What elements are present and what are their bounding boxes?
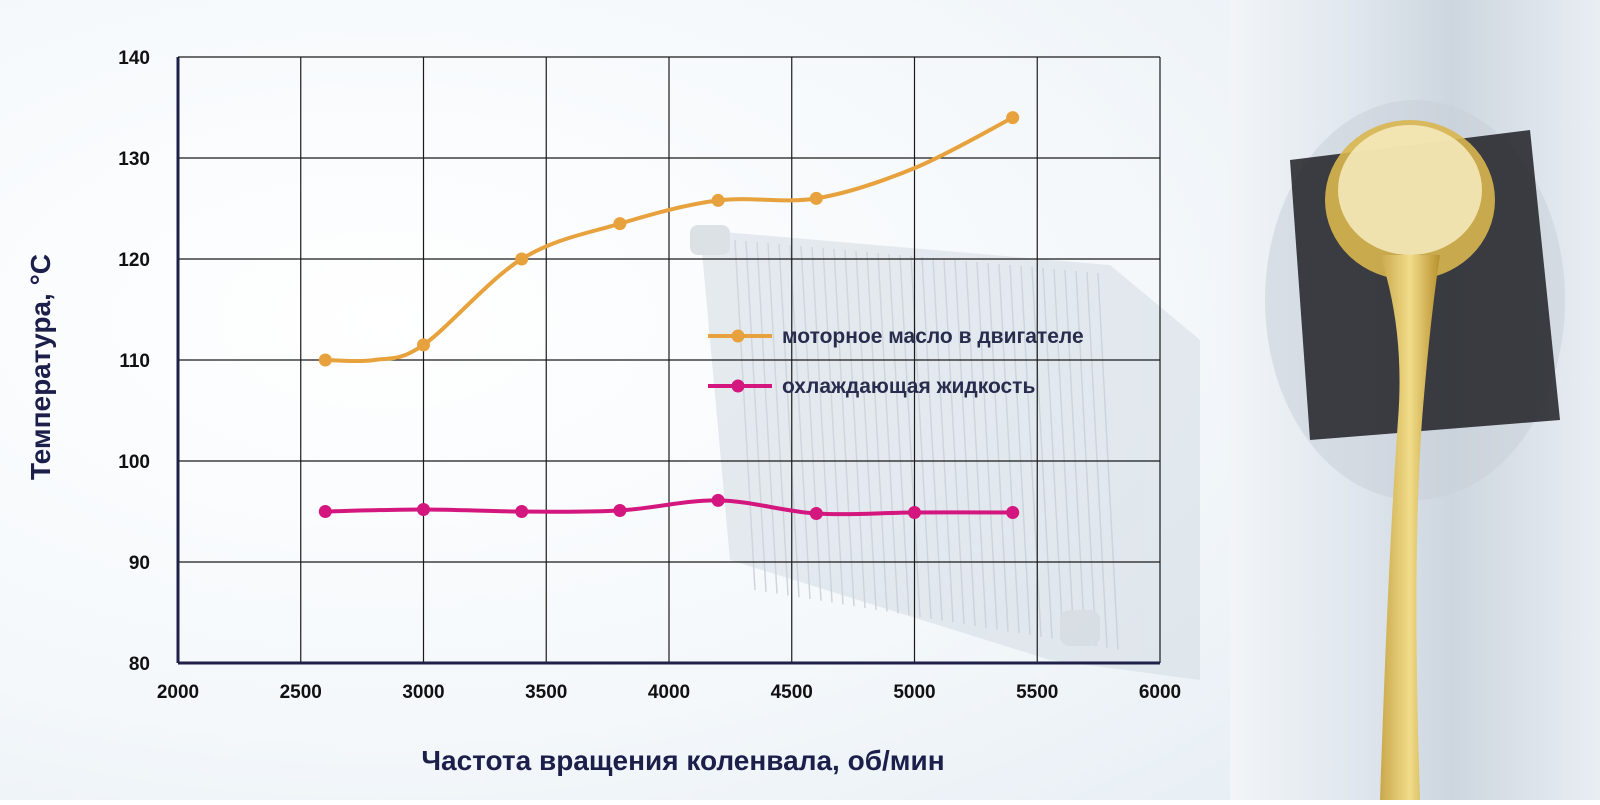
series-1-point (711, 193, 725, 207)
radiator-fin (1075, 270, 1097, 646)
radiator-fin (833, 248, 855, 607)
series-2-point (908, 506, 921, 520)
y-tick-label: 100 (118, 452, 150, 473)
oil-pour-photo (1230, 0, 1600, 800)
x-tick-label: 3500 (525, 682, 567, 703)
series-2-point (515, 505, 529, 518)
radiator-fin (756, 241, 778, 594)
y-axis-title: Температура, °С (25, 254, 56, 480)
legend: моторное масло в двигателе охлаждающая жи… (708, 325, 1084, 398)
radiator-inlet (690, 225, 730, 255)
series-2-point (417, 502, 430, 516)
axes (176, 57, 1160, 665)
radiator-fin (745, 240, 767, 592)
radiator-fin (888, 253, 910, 616)
radiator-fin (778, 243, 800, 598)
series-1-point (515, 252, 529, 266)
radiator-fin (1086, 271, 1108, 648)
radiator-fin (899, 254, 921, 618)
series-2-point (1006, 506, 1020, 520)
radiator-fin (789, 244, 811, 600)
x-axis-title: Частота вращения коленвала, об/мин (421, 745, 944, 776)
radiator-body (700, 230, 1200, 680)
radiator-fin (866, 251, 888, 612)
y-tick-label: 120 (118, 250, 150, 271)
radiator-fin (877, 252, 899, 614)
radiator-fin (1031, 266, 1053, 639)
x-tick-label: 3000 (402, 682, 444, 703)
x-tick-label: 6000 (1139, 682, 1181, 703)
radiator-fin (844, 249, 866, 609)
series (318, 111, 1020, 521)
series-line-1 (323, 115, 1015, 364)
x-tick-label: 4500 (771, 682, 813, 703)
series-2-point (809, 507, 823, 521)
legend-label: охлаждающая жидкость (782, 375, 1035, 398)
legend-label: моторное масло в двигателе (782, 325, 1084, 348)
radiator-fin (954, 259, 976, 627)
x-tick-label: 2000 (157, 682, 199, 703)
radiator-fin (855, 250, 877, 610)
legend-swatch-marker (731, 329, 745, 343)
x-tick-label: 5500 (1016, 682, 1058, 703)
radiator-image (690, 225, 1200, 680)
radiator-fin (998, 263, 1020, 634)
y-tick-label: 90 (129, 553, 150, 574)
y-tick-label: 140 (118, 48, 150, 69)
series-line-2 (323, 498, 1015, 517)
x-tick-labels: 2000 2500 3000 3500 4000 4500 5000 5500 6000 (157, 682, 1181, 703)
radiator-fin (767, 242, 789, 596)
radiator-fin (987, 262, 1009, 632)
radiator-fin (965, 260, 987, 628)
y-tick-label: 110 (119, 351, 150, 372)
radiator-fin (811, 246, 833, 603)
series-1-point (809, 191, 823, 205)
legend-swatch-marker (731, 379, 745, 393)
radiator-fin (1042, 267, 1064, 641)
radiator-outlet (1060, 610, 1100, 646)
series-1-point (417, 338, 430, 352)
oil-bottle-illustration (1265, 100, 1565, 800)
x-tick-label: 4000 (648, 682, 690, 703)
radiator-fin (800, 245, 822, 601)
radiator-fin (822, 247, 844, 605)
series-1-point (1006, 111, 1020, 125)
x-tick-label: 2500 (280, 682, 322, 703)
series-2-point (711, 493, 725, 507)
radiator-fin (734, 239, 756, 591)
x-tick-label: 5000 (893, 682, 935, 703)
series-2-point (318, 505, 332, 518)
y-tick-label: 130 (118, 149, 150, 170)
y-tick-labels: 80 90 100 110 120 130 140 (118, 48, 150, 675)
series-2-point (613, 503, 627, 517)
radiator-fin (976, 261, 998, 630)
y-tick-label: 80 (129, 654, 150, 675)
radiator-fin (1053, 268, 1075, 643)
radiator-fin (943, 258, 965, 625)
series-1-point (613, 217, 627, 231)
radiator-fin (1064, 269, 1086, 645)
radiator-fin (1009, 264, 1031, 636)
series-1-point (318, 353, 332, 367)
radiator-fin (921, 256, 943, 621)
